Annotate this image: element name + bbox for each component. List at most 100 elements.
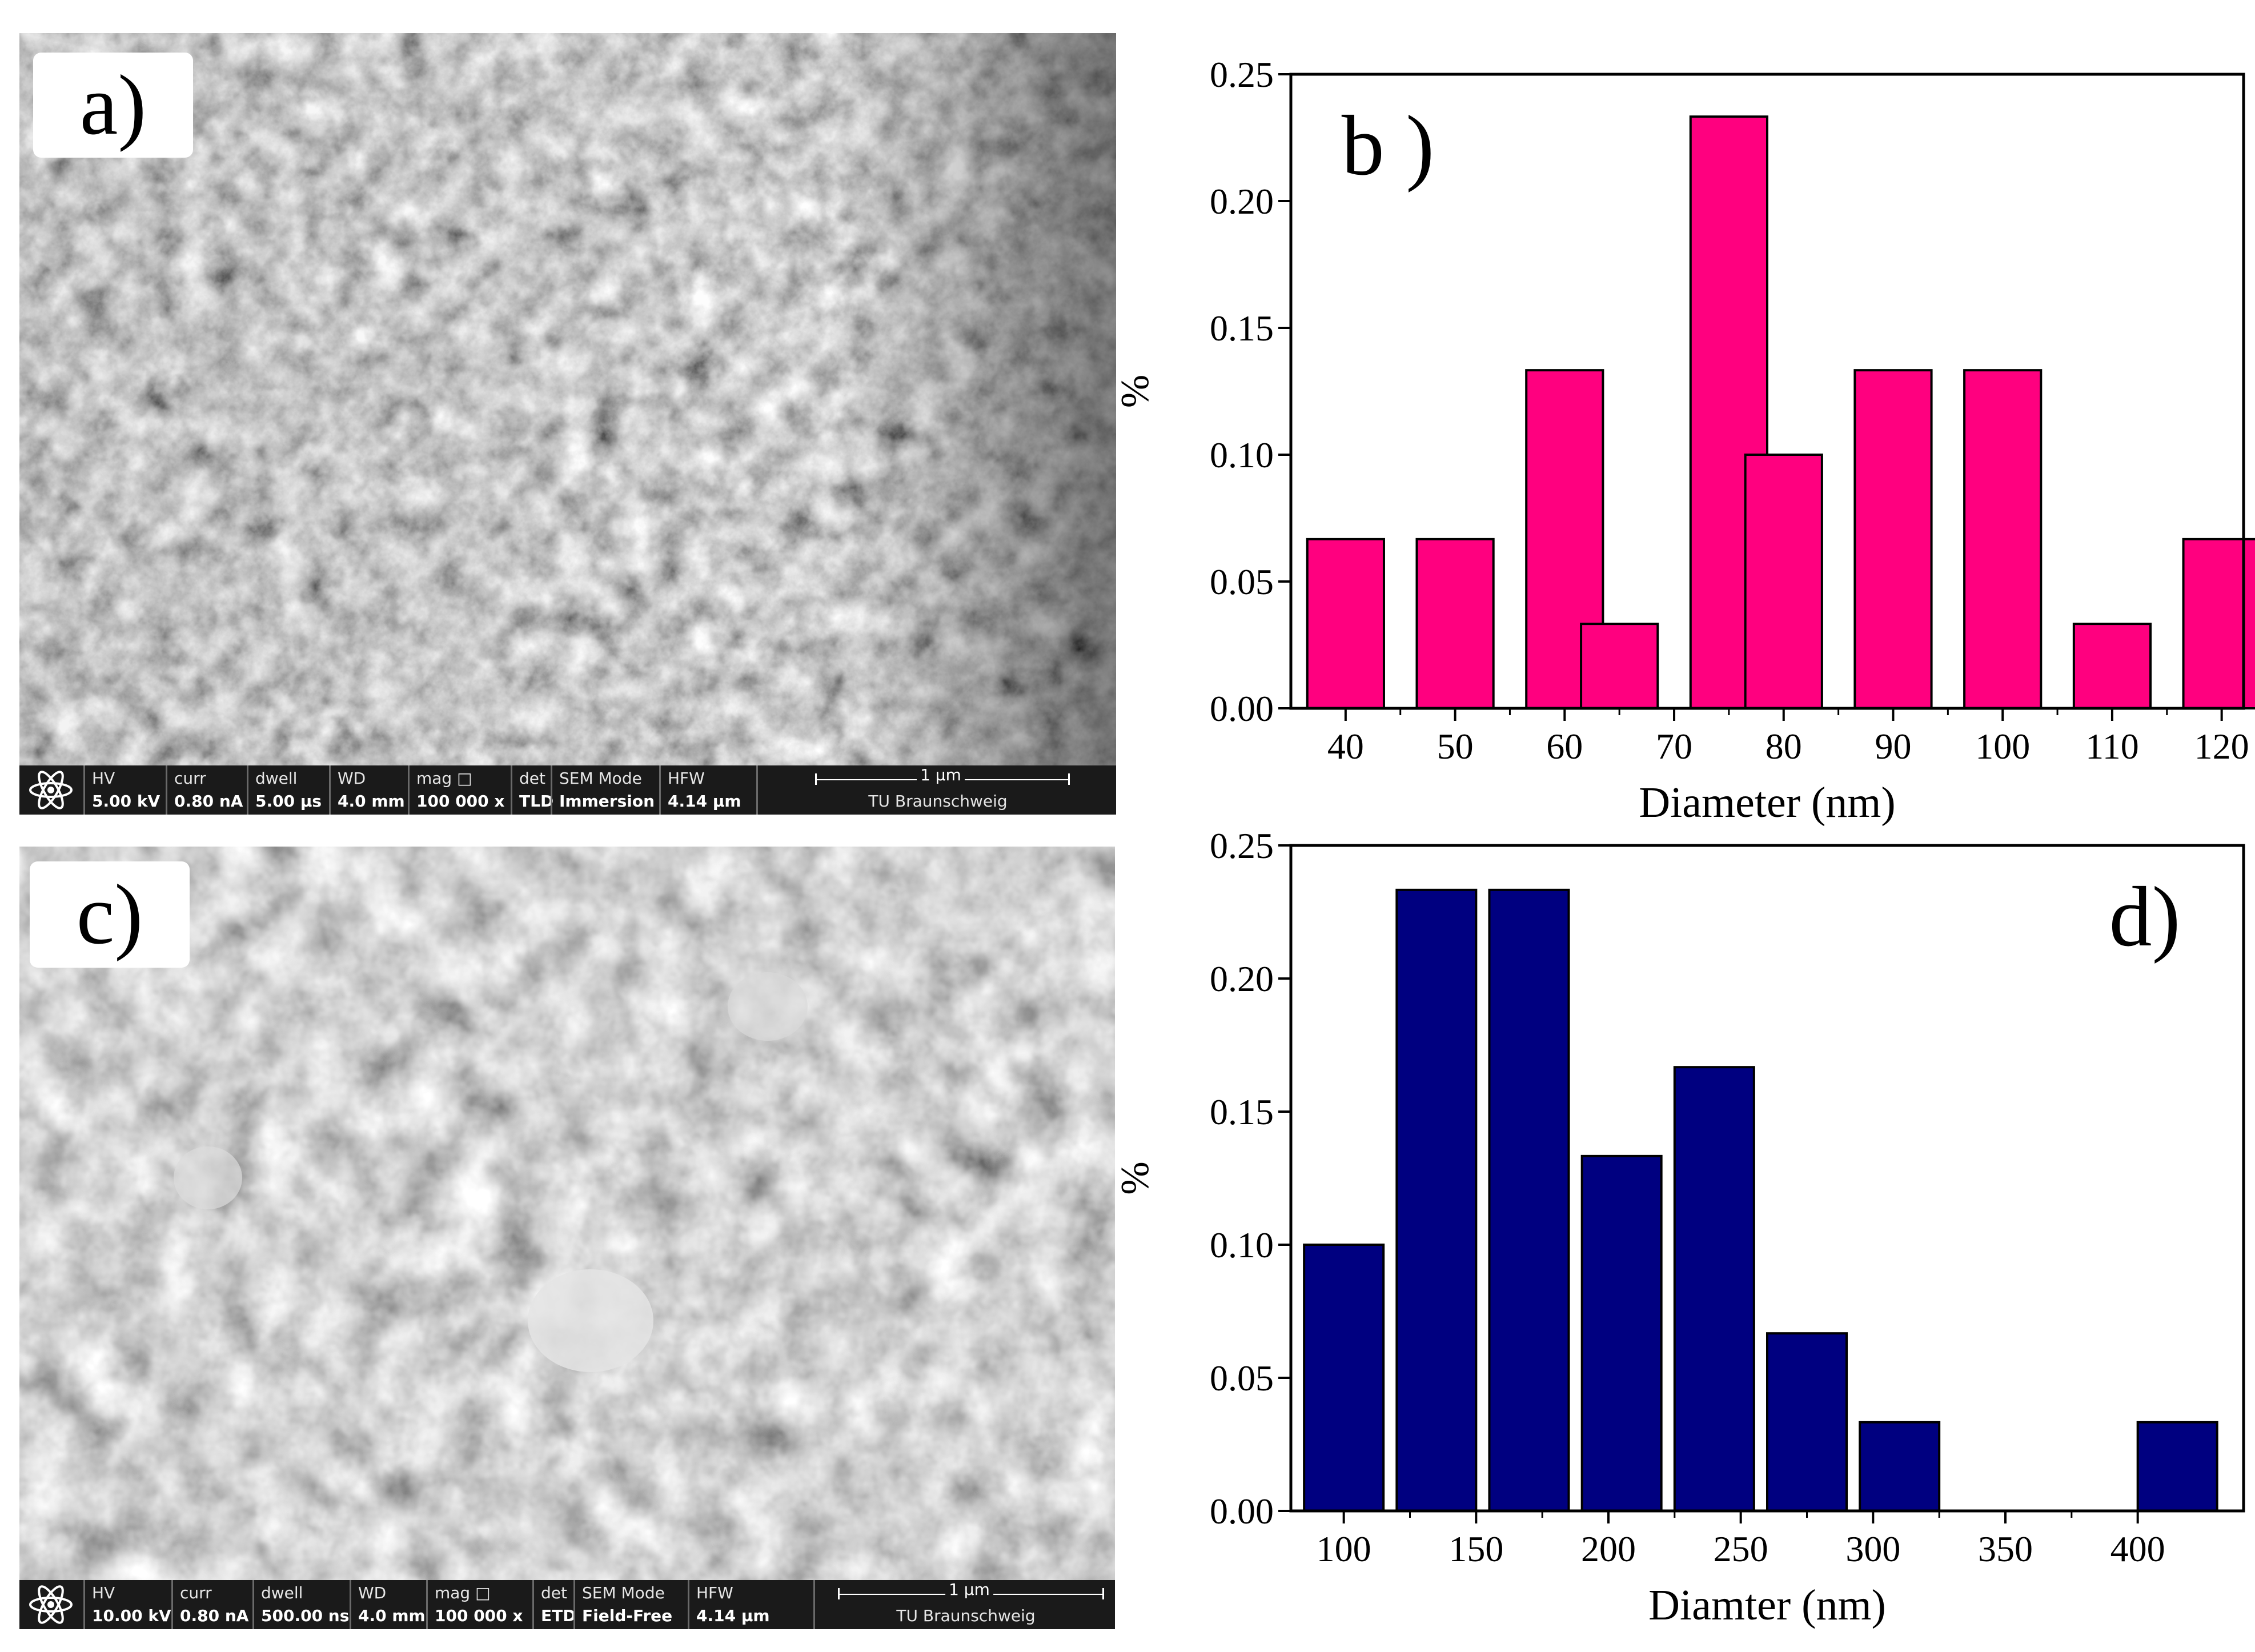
databar-field-label: dwell	[255, 769, 298, 788]
databar-field: HFW 4.14 µm	[659, 765, 758, 815]
x-tick-label: 120	[2194, 726, 2249, 767]
y-tick-label: 0.05	[1210, 562, 1274, 602]
scale-bar-a: 1 µm TU Braunschweig	[756, 765, 1116, 815]
plot-frame	[1289, 73, 2245, 710]
databar-field-label: dwell	[261, 1583, 303, 1602]
databar-field-value: 4.0 mm	[338, 792, 405, 811]
institution-c: TU Braunschweig	[896, 1606, 1036, 1625]
databar-field-value: 4.14 µm	[668, 792, 741, 811]
y-tick-label: 0.20	[1210, 959, 1274, 999]
x-tick-label: 200	[1581, 1529, 1636, 1569]
y-tick-label: 0.25	[1210, 54, 1274, 95]
databar-field-label: HV	[92, 769, 115, 788]
bar	[1853, 369, 1933, 709]
y-tick-label: 0.20	[1210, 181, 1274, 222]
databar-field-value: TLD	[519, 792, 554, 811]
x-tick-label: 60	[1546, 726, 1583, 767]
y-tick-label: 0.00	[1210, 1491, 1274, 1531]
databar-field: SEM Mode Immersion	[551, 765, 661, 815]
x-axis-label: Diameter (nm)	[1639, 779, 1895, 827]
databar-field-value: 500.00 ns	[261, 1606, 350, 1625]
panel-label-c: c)	[30, 861, 190, 968]
sem-databar-c: HV 10.00 kV curr 0.80 nA dwell 500.00 ns WD 4.0…	[19, 1580, 1115, 1629]
x-tick-label: 70	[1656, 726, 1692, 767]
scale-label-a: 1 µm	[917, 765, 965, 784]
databar-field-label: curr	[180, 1583, 212, 1602]
x-tick-label: 80	[1766, 726, 1802, 767]
databar-field: curr 0.80 nA	[171, 1580, 254, 1629]
panel-label-a: a)	[33, 53, 193, 158]
databar-field: HV 10.00 kV	[83, 1580, 173, 1629]
databar-field-value: 0.80 nA	[180, 1606, 249, 1625]
y-tick-label: 0.25	[1210, 825, 1274, 866]
histogram-b: 0.00 0.05 0.10 0.15 0.20 0.25 40 50 60 70 80 90 100 1…	[1120, 54, 2255, 827]
sem-image-c: c) HV 10.00 kV curr 0.80 nA dwell 500.00 ns WD…	[19, 847, 1115, 1629]
databar-field-label: WD	[358, 1583, 387, 1602]
x-tick-label: 300	[1845, 1529, 1900, 1569]
institution-a: TU Braunschweig	[868, 792, 1008, 811]
databar-field: dwell 500.00 ns	[252, 1580, 351, 1629]
bar	[1306, 538, 1385, 709]
databar-field-value: ETD	[541, 1606, 576, 1625]
y-tick-label: 0.10	[1210, 435, 1274, 475]
scale-bar-c: 1 µm TU Braunschweig	[813, 1580, 1115, 1629]
databar-field-label: WD	[338, 769, 366, 788]
sem-databar-a: HV 5.00 kV curr 0.80 nA dwell 5.00 µs WD 4.0 mm…	[19, 765, 1116, 815]
x-tick-label: 250	[1714, 1529, 1768, 1569]
y-tick-label: 0.05	[1210, 1358, 1274, 1398]
x-tick-label: 40	[1327, 726, 1364, 767]
databar-field-value: 5.00 kV	[92, 792, 161, 811]
databar-field-label: HFW	[668, 769, 705, 788]
y-axis-label: %	[1120, 1161, 1157, 1194]
bar	[1859, 1421, 1941, 1513]
y-tick-label: 0.10	[1210, 1225, 1274, 1265]
y-tick-label: 0.15	[1210, 1092, 1274, 1132]
scale-label-c: 1 µm	[945, 1580, 993, 1599]
databar-field-label: SEM Mode	[582, 1583, 665, 1602]
databar-field-label: det	[519, 769, 545, 788]
databar-field: det ETD	[532, 1580, 576, 1629]
databar-field-label: det	[541, 1583, 567, 1602]
bar	[1488, 888, 1570, 1512]
plot-frame	[1289, 844, 2245, 1513]
x-axis-label: Diamter (nm)	[1648, 1581, 1886, 1629]
databar-field: curr 0.80 nA	[166, 765, 248, 815]
sem-image-a: a) HV 5.00 kV curr 0.80 nA dwell 5.00 µs WD 4.0…	[19, 33, 1116, 815]
databar-field-value: 100 000 x	[416, 792, 505, 811]
bar	[2072, 623, 2152, 709]
sem-micrograph-c	[19, 847, 1115, 1580]
atom-logo-icon	[25, 1585, 77, 1625]
bar	[1303, 1244, 1385, 1512]
databar-field-value: 10.00 kV	[92, 1606, 171, 1625]
x-tick-label: 150	[1449, 1529, 1503, 1569]
databar-field: mag □ 100 000 x	[426, 1580, 534, 1629]
bar	[1580, 1154, 1663, 1512]
databar-field: WD 4.0 mm	[329, 765, 410, 815]
databar-field-label: mag □	[435, 1583, 491, 1602]
bar	[1415, 538, 1495, 709]
databar-field: HFW 4.14 µm	[688, 1580, 815, 1629]
atom-logo-icon	[25, 770, 77, 810]
bar	[1673, 1066, 1755, 1513]
x-tick-label: 100	[1975, 726, 2030, 767]
databar-field: det TLD	[511, 765, 554, 815]
panel-label-b: b )	[1341, 98, 1435, 193]
bar	[1766, 1332, 1848, 1512]
databar-field-label: HV	[92, 1583, 115, 1602]
databar-field-value: 5.00 µs	[255, 792, 322, 811]
bar	[1744, 454, 1823, 709]
bar	[2136, 1421, 2218, 1513]
databar-field: dwell 5.00 µs	[247, 765, 331, 815]
databar-field-value: Field-Free	[582, 1606, 673, 1625]
bar	[1580, 623, 1659, 709]
x-tick-label: 100	[1317, 1529, 1371, 1569]
databar-field: mag □ 100 000 x	[408, 765, 512, 815]
panel-label-d: d)	[2109, 869, 2181, 964]
databar-field-label: HFW	[696, 1583, 733, 1602]
y-tick-label: 0.15	[1210, 308, 1274, 348]
databar-field-value: 4.0 mm	[358, 1606, 426, 1625]
x-tick-label: 110	[2085, 726, 2139, 767]
y-axis-label: %	[1120, 375, 1157, 408]
databar-field: SEM Mode Field-Free	[573, 1580, 689, 1629]
y-tick-label: 0.00	[1210, 688, 1274, 729]
